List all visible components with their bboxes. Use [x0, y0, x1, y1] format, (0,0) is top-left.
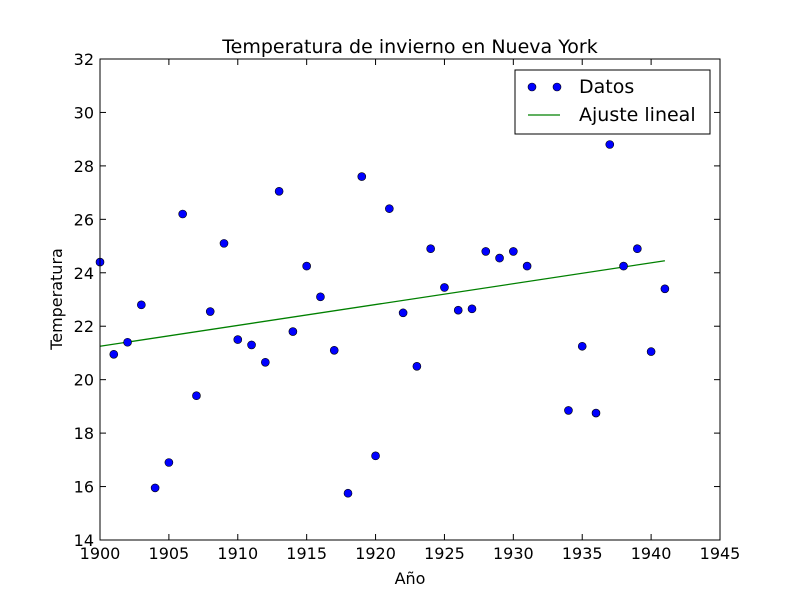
- data-point: [591, 408, 601, 418]
- x-tick-label: 1925: [424, 544, 465, 563]
- y-tick-label: 28: [74, 157, 94, 176]
- data-point: [192, 391, 201, 401]
- y-tick-label: 24: [74, 264, 94, 283]
- data-point: [564, 406, 573, 415]
- data-point: [426, 244, 435, 254]
- data-point: [233, 335, 243, 344]
- y-tick-label: 26: [74, 210, 94, 229]
- x-tick-label: 1920: [355, 544, 396, 563]
- y-tick-label: 32: [74, 50, 94, 69]
- data-point: [453, 305, 463, 315]
- data-point: [495, 253, 504, 263]
- y-tick-label: 14: [74, 531, 94, 550]
- data-point: [481, 247, 491, 256]
- legend-box: [514, 69, 711, 135]
- data-point: [633, 244, 642, 254]
- y-tick-label: 16: [74, 478, 94, 497]
- data-point: [261, 357, 270, 367]
- y-tick-label: 22: [74, 317, 94, 336]
- data-point: [205, 307, 215, 316]
- data-point: [385, 204, 394, 213]
- chart-title: Temperatura de invierno en Nueva York: [221, 36, 597, 58]
- legend-label-datos: Datos: [579, 76, 634, 98]
- data-point: [316, 292, 325, 302]
- series-layer: [95, 140, 670, 498]
- data-point: [522, 261, 532, 271]
- data-point: [398, 308, 408, 318]
- data-point: [109, 349, 119, 359]
- x-tick-label: 1930: [493, 544, 534, 563]
- x-tick-label: 1900: [80, 544, 121, 563]
- data-point: [509, 247, 518, 256]
- data-point: [577, 341, 587, 351]
- data-point: [357, 172, 367, 181]
- data-point: [302, 261, 311, 271]
- data-point: [467, 304, 477, 314]
- x-tick-label: 1935: [562, 544, 603, 563]
- x-tick-label: 1915: [286, 544, 327, 563]
- x-tick-label: 1910: [217, 544, 258, 563]
- data-point: [123, 337, 132, 347]
- data-point: [412, 362, 422, 371]
- data-point: [660, 284, 670, 294]
- data-point: [274, 186, 284, 196]
- data-point: [219, 239, 229, 248]
- data-point: [371, 451, 380, 461]
- data-point: [329, 345, 339, 355]
- data-point: [150, 483, 160, 493]
- data-point: [440, 283, 449, 292]
- y-tick-label: 20: [74, 371, 94, 390]
- y-tick-label: 18: [74, 424, 94, 443]
- data-point: [137, 300, 146, 310]
- data-point: [619, 261, 628, 271]
- x-tick-label: 1905: [149, 544, 190, 563]
- x-tick-label: 1945: [700, 544, 741, 563]
- data-point: [605, 140, 615, 149]
- x-tick-label: 1940: [631, 544, 672, 563]
- plot-frame: [99, 58, 721, 541]
- y-axis-label: Temperatura: [47, 248, 66, 351]
- data-point: [164, 458, 174, 467]
- x-axis-label: Año: [395, 569, 426, 588]
- y-tick-label: 30: [74, 103, 94, 122]
- data-point: [178, 209, 187, 219]
- fit-line: [99, 260, 665, 347]
- axis-ticks: 1900 1905 1910 1915 1920 1925 1930 1935 1940 1945…: [74, 50, 741, 563]
- data-point: [646, 347, 656, 356]
- legend-label-ajuste: Ajuste lineal: [579, 104, 696, 126]
- data-point: [288, 327, 298, 336]
- legend-marker-datos: [552, 82, 562, 92]
- legend: Datos Ajuste lineal: [514, 69, 711, 135]
- legend-marker-datos: [527, 82, 537, 92]
- data-point: [247, 340, 256, 350]
- data-point: [343, 488, 353, 498]
